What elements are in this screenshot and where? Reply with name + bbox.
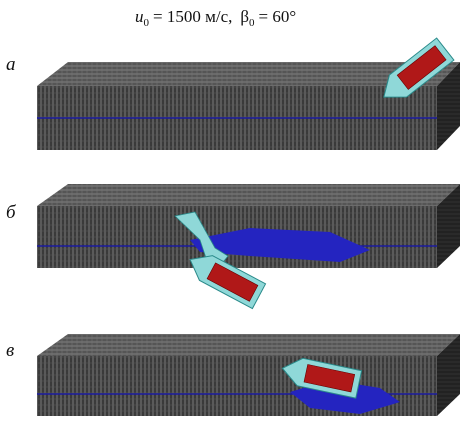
- slab: [37, 334, 460, 416]
- title: u0= 1500 м/с,β0= 60°: [135, 7, 296, 29]
- slab: [37, 184, 460, 268]
- panel-label: б: [6, 202, 17, 223]
- panel-label: а: [6, 54, 16, 75]
- panel-label: в: [6, 340, 14, 361]
- title-value: = 60°: [259, 7, 297, 26]
- title-sub: 0: [144, 17, 150, 29]
- title-value: = 1500 м/с,: [153, 7, 232, 26]
- title-sub: 0: [249, 17, 255, 29]
- title-symbol: u: [135, 7, 144, 26]
- title-symbol: β: [240, 7, 249, 26]
- figure: u0= 1500 м/с,β0= 60° а б в: [0, 0, 463, 424]
